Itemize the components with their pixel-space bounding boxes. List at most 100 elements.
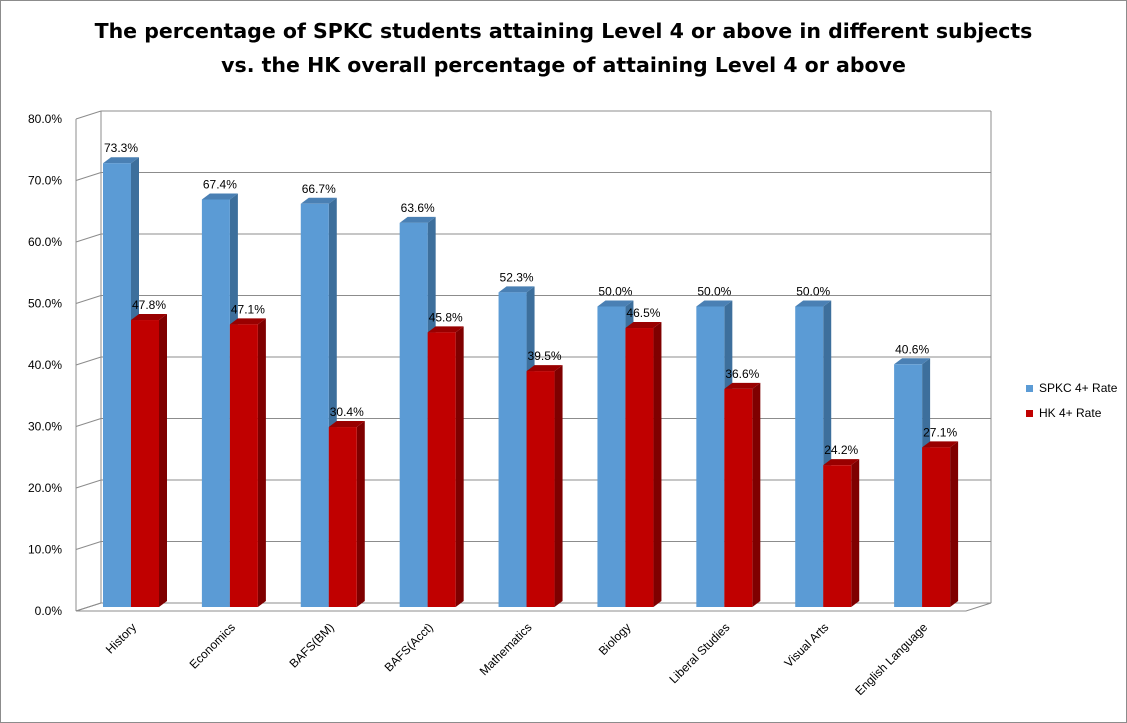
bar-top xyxy=(229,318,266,325)
legend-swatch-hk xyxy=(1026,409,1033,417)
data-label: 50.0% xyxy=(697,285,731,299)
bar-top xyxy=(894,358,931,365)
bar xyxy=(597,306,626,607)
y-tick-label: 50.0% xyxy=(28,297,62,311)
bar-side xyxy=(653,322,662,607)
x-tick-label: BAFS(Acct) xyxy=(382,620,436,674)
y-tick-label: 70.0% xyxy=(28,174,62,188)
x-tick-label: History xyxy=(103,620,139,656)
bar-top xyxy=(328,421,365,428)
bar-top xyxy=(300,197,337,204)
bar-side xyxy=(257,318,266,607)
bar xyxy=(894,364,923,607)
bar-top xyxy=(922,441,959,448)
data-label: 45.8% xyxy=(429,310,463,324)
bar xyxy=(922,447,951,607)
bar-top xyxy=(823,459,860,466)
bar xyxy=(229,324,258,607)
bar-top xyxy=(399,216,436,223)
bar-side xyxy=(950,441,959,607)
bar-top xyxy=(498,286,535,293)
bar-side xyxy=(752,382,761,607)
legend-label-spkc: SPKC 4+ Rate xyxy=(1039,381,1118,395)
bar-side xyxy=(356,421,365,607)
bar xyxy=(328,427,357,607)
bar-top xyxy=(103,157,139,164)
bar xyxy=(625,328,654,607)
data-label: 47.1% xyxy=(231,302,265,316)
bar-top xyxy=(526,365,563,372)
bar xyxy=(823,465,852,607)
x-tick-label: Biology xyxy=(596,620,634,658)
y-tick-label: 40.0% xyxy=(28,358,62,372)
bar xyxy=(724,388,753,607)
data-label: 27.1% xyxy=(923,425,957,439)
bar-side xyxy=(554,365,563,607)
bar-top xyxy=(597,300,634,307)
data-label: 50.0% xyxy=(796,285,830,299)
bar xyxy=(498,292,527,607)
data-label: 66.7% xyxy=(302,182,336,196)
data-label: 39.5% xyxy=(528,349,562,363)
bar-side xyxy=(851,459,860,607)
data-label: 63.6% xyxy=(401,201,435,215)
y-tick-label: 60.0% xyxy=(28,235,62,249)
bar-top xyxy=(696,300,733,307)
bar xyxy=(399,222,428,608)
y-tick-label: 80.0% xyxy=(28,112,62,126)
gridline-connector xyxy=(75,418,102,427)
legend-label-hk: HK 4+ Rate xyxy=(1039,406,1102,420)
data-label: 50.0% xyxy=(598,285,632,299)
bar-top xyxy=(625,322,662,329)
data-label: 67.4% xyxy=(203,177,237,191)
gridline-connector xyxy=(75,233,102,243)
gridline-connector xyxy=(75,110,102,120)
bar-top xyxy=(795,300,832,307)
bar xyxy=(427,332,456,607)
x-tick-label: Mathematics xyxy=(477,620,535,678)
gridline-connector xyxy=(75,172,102,181)
bar xyxy=(103,163,131,607)
bar-side xyxy=(455,326,464,607)
bar-top xyxy=(724,382,761,389)
data-label: 46.5% xyxy=(626,306,660,320)
x-tick-label: Liberal Studies xyxy=(666,620,732,686)
data-label: 47.8% xyxy=(132,298,166,312)
data-label: 73.3% xyxy=(104,141,138,155)
bar-top xyxy=(131,314,167,321)
bar-top xyxy=(201,193,238,200)
y-tick-label: 30.0% xyxy=(28,420,62,434)
gridline-connector xyxy=(75,295,102,304)
gridline-connector xyxy=(75,479,102,489)
bar xyxy=(131,320,159,607)
chart-title-line-1: The percentage of SPKC students attainin… xyxy=(94,19,1033,43)
bar xyxy=(795,306,824,607)
bar xyxy=(696,306,725,607)
bar xyxy=(300,203,329,608)
x-tick-label: Economics xyxy=(187,620,238,671)
x-tick-label: Visual Arts xyxy=(782,620,832,670)
gridline-connector xyxy=(75,356,102,366)
data-label: 24.2% xyxy=(824,443,858,457)
data-label: 36.6% xyxy=(725,367,759,381)
y-tick-label: 20.0% xyxy=(28,481,62,495)
data-label: 52.3% xyxy=(500,270,534,284)
bar-side xyxy=(159,314,167,607)
y-tick-label: 10.0% xyxy=(28,543,62,557)
bar xyxy=(526,371,555,607)
bar xyxy=(201,199,230,608)
y-tick-label: 0.0% xyxy=(35,604,63,618)
data-label: 30.4% xyxy=(330,405,364,419)
data-label: 40.6% xyxy=(895,342,929,356)
bar-top xyxy=(427,326,464,333)
gridline-connector xyxy=(75,541,102,550)
legend-item-hk: HK 4+ Rate xyxy=(1026,406,1101,420)
x-tick-label: BAFS(BM) xyxy=(286,620,336,670)
chart-title-line-2: vs. the HK overall percentage of attaini… xyxy=(221,53,906,77)
legend-item-spkc: SPKC 4+ Rate xyxy=(1026,381,1117,395)
chart-floor xyxy=(75,602,992,612)
x-tick-label: English Language xyxy=(852,620,930,698)
legend-swatch-spkc xyxy=(1026,384,1033,392)
